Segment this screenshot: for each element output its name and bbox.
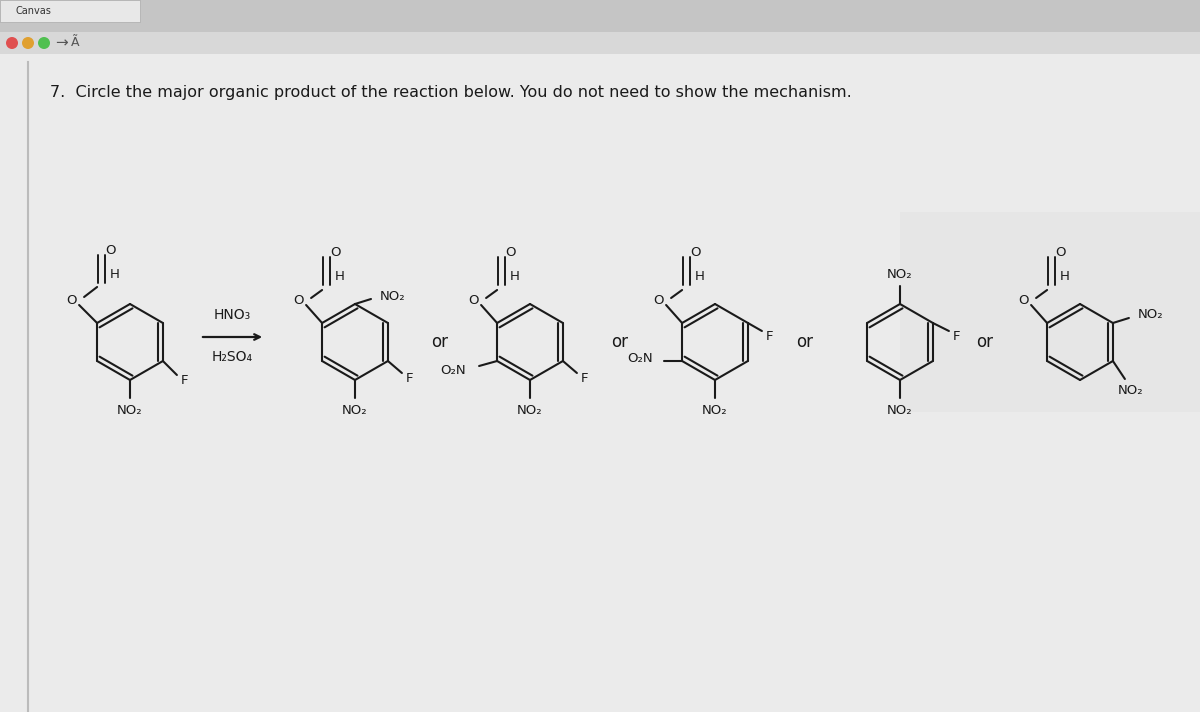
Text: H: H (335, 271, 346, 283)
Text: O₂N: O₂N (628, 352, 653, 365)
Text: O: O (653, 293, 664, 306)
Text: H: H (110, 268, 120, 281)
Text: NO₂: NO₂ (380, 290, 406, 303)
FancyBboxPatch shape (0, 0, 1200, 32)
Text: F: F (581, 372, 589, 385)
Text: NO₂: NO₂ (1118, 384, 1144, 397)
Text: 7.  Circle the major organic product of the reaction below. You do not need to s: 7. Circle the major organic product of t… (50, 85, 852, 100)
Text: NO₂: NO₂ (887, 268, 913, 281)
Circle shape (22, 37, 34, 49)
Text: F: F (406, 372, 414, 385)
FancyBboxPatch shape (900, 212, 1200, 412)
Text: NO₂: NO₂ (887, 404, 913, 417)
Text: NO₂: NO₂ (702, 404, 728, 417)
FancyBboxPatch shape (0, 0, 140, 22)
Text: O₂N: O₂N (440, 365, 466, 377)
Text: or: or (612, 333, 629, 351)
Text: HNO₃: HNO₃ (214, 308, 251, 322)
Text: or: or (797, 333, 814, 351)
Circle shape (38, 37, 50, 49)
Text: NO₂: NO₂ (1138, 308, 1164, 322)
Text: H₂SO₄: H₂SO₄ (211, 350, 252, 364)
Text: Canvas: Canvas (14, 6, 50, 16)
Text: F: F (953, 330, 961, 343)
Text: H: H (510, 271, 520, 283)
Text: O: O (1018, 293, 1028, 306)
Circle shape (6, 37, 18, 49)
Text: NO₂: NO₂ (517, 404, 542, 417)
Text: NO₂: NO₂ (342, 404, 368, 417)
Text: O: O (1055, 246, 1066, 259)
Text: F: F (181, 374, 188, 387)
Text: F: F (766, 330, 774, 343)
Text: NO₂: NO₂ (118, 404, 143, 417)
Text: Ã: Ã (71, 36, 79, 50)
Text: or: or (432, 333, 449, 351)
Text: O: O (505, 246, 515, 259)
Text: O: O (104, 244, 115, 258)
Text: O: O (293, 293, 304, 306)
Text: O: O (330, 246, 341, 259)
Text: O: O (468, 293, 479, 306)
Text: H: H (695, 271, 706, 283)
Text: O: O (66, 293, 77, 306)
Text: or: or (977, 333, 994, 351)
Text: O: O (690, 246, 701, 259)
Text: H: H (1060, 271, 1070, 283)
FancyBboxPatch shape (0, 32, 1200, 54)
Text: →: → (55, 36, 68, 51)
